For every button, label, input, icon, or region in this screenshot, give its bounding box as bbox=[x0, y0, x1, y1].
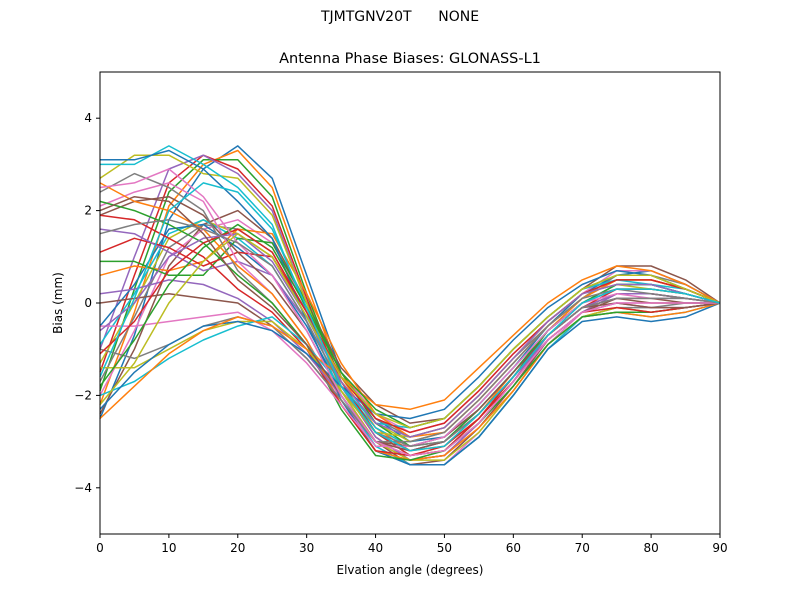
x-tick-label: 30 bbox=[299, 541, 314, 555]
x-tick-label: 80 bbox=[643, 541, 658, 555]
x-tick-label: 10 bbox=[161, 541, 176, 555]
x-tick-label: 60 bbox=[506, 541, 521, 555]
series-line bbox=[99, 219, 721, 447]
series-line bbox=[100, 237, 721, 447]
series-line bbox=[99, 228, 721, 434]
series-line bbox=[99, 223, 721, 438]
x-tick-label: 0 bbox=[96, 541, 104, 555]
series-line bbox=[99, 219, 721, 447]
series-line bbox=[99, 219, 721, 443]
series-line bbox=[99, 232, 721, 438]
y-tick-label: −4 bbox=[74, 481, 92, 495]
x-axis-label: Elvation angle (degrees) bbox=[337, 563, 484, 577]
series-line bbox=[99, 182, 721, 452]
series-line bbox=[99, 279, 721, 429]
series-line bbox=[100, 149, 721, 466]
chart-title: Antenna Phase Biases: GLONASS-L1 bbox=[279, 51, 541, 67]
figure-suptitle: TJMTGNV20T NONE bbox=[0, 9, 800, 25]
series-line bbox=[99, 168, 720, 457]
series-line bbox=[99, 223, 721, 429]
series-line bbox=[99, 269, 721, 420]
x-tick-label: 70 bbox=[575, 541, 590, 555]
y-tick-label: 0 bbox=[84, 296, 92, 310]
y-tick-label: −2 bbox=[74, 388, 92, 402]
series-line bbox=[99, 279, 721, 452]
series-line bbox=[99, 265, 721, 420]
series-line bbox=[100, 145, 721, 466]
series-line bbox=[99, 200, 721, 461]
series-line bbox=[99, 209, 721, 424]
y-axis-label: Bias (mm) bbox=[51, 272, 65, 334]
plot-lines bbox=[99, 145, 721, 466]
x-tick-label: 20 bbox=[230, 541, 245, 555]
series-line bbox=[99, 232, 721, 429]
y-tick-label: 2 bbox=[84, 204, 92, 218]
series-line bbox=[99, 172, 720, 466]
x-axis: 0 10 20 30 40 50 60 70 80 90 bbox=[96, 534, 728, 555]
series-line bbox=[99, 195, 721, 452]
radome-name: NONE bbox=[438, 9, 480, 25]
x-tick-label: 40 bbox=[368, 541, 383, 555]
x-tick-label: 50 bbox=[437, 541, 452, 555]
antenna-name: TJMTGNV20T bbox=[320, 9, 412, 25]
y-axis: −4 −2 0 2 4 bbox=[74, 111, 100, 495]
y-tick-label: 4 bbox=[84, 111, 92, 125]
x-tick-label: 90 bbox=[712, 541, 727, 555]
